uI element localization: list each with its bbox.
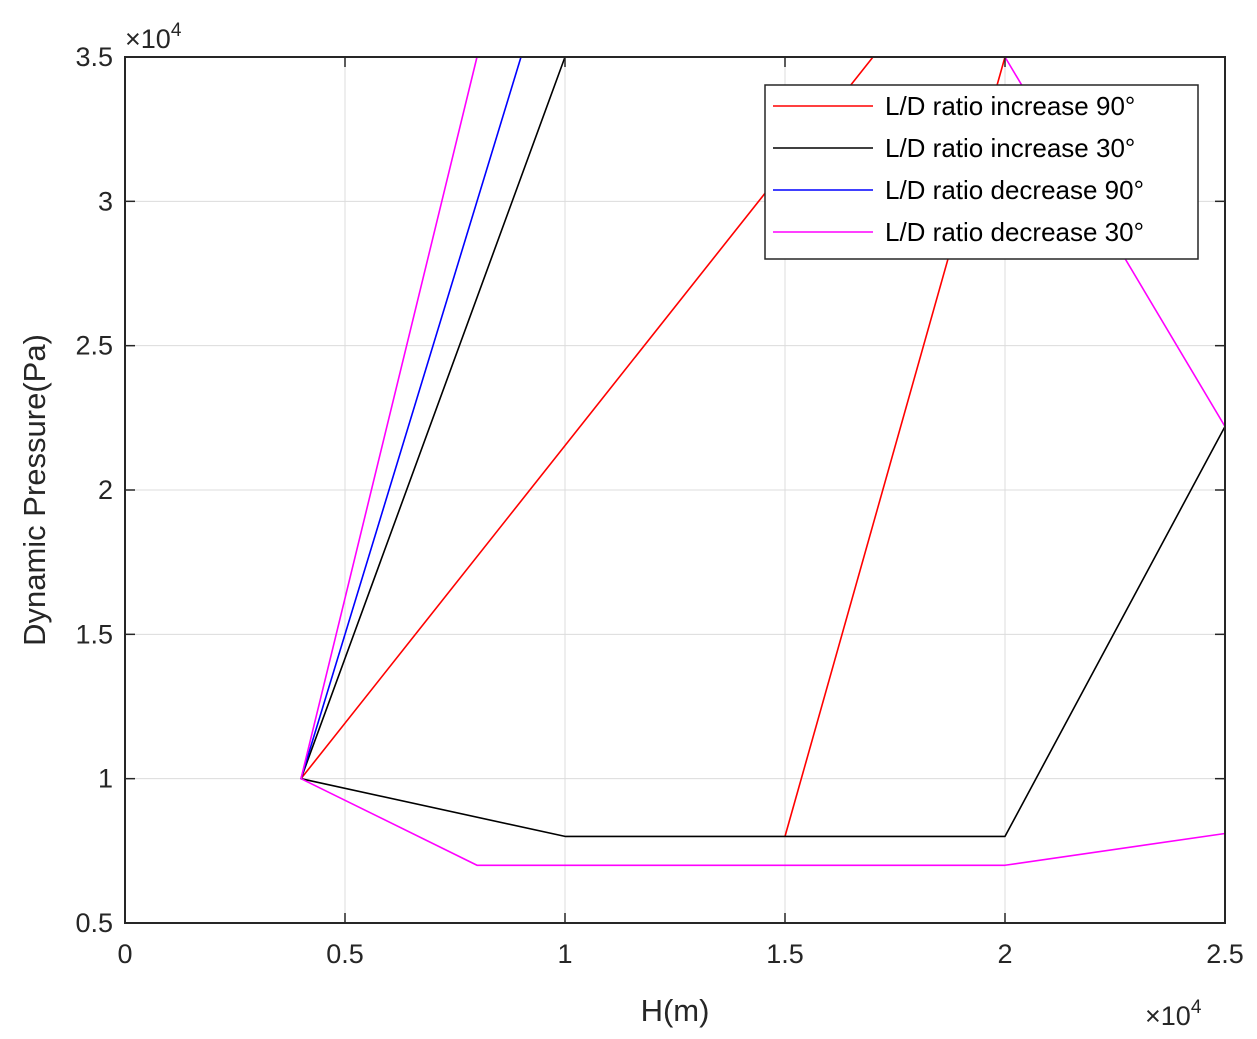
y-tick-label: 2	[98, 475, 113, 505]
x-tick-label: 1	[557, 939, 572, 969]
legend-label: L/D ratio decrease 90°	[885, 175, 1144, 205]
x-axis-title: H(m)	[641, 993, 710, 1028]
legend-label: L/D ratio increase 90°	[885, 91, 1135, 121]
x-multiplier-base: ×10	[1145, 1001, 1191, 1031]
legend-box	[764, 84, 1199, 260]
y-tick-label: 1	[98, 764, 113, 794]
y-ticks: 0.5 1 1.5 2 2.5 3 3.5	[75, 42, 1225, 938]
y-tick-label: 1.5	[75, 619, 113, 649]
legend-label: L/D ratio increase 30°	[885, 133, 1135, 163]
x-tick-label: 2	[997, 939, 1012, 969]
y-axis-multiplier: ×104	[125, 20, 182, 54]
y-tick-label: 2.5	[75, 331, 113, 361]
series-line-3-segment-1	[300, 56, 522, 779]
legend: L/D ratio increase 90° L/D ratio increase…	[764, 84, 1199, 260]
y-tick-label: 3.5	[75, 42, 113, 72]
legend-label: L/D ratio decrease 30°	[885, 217, 1144, 247]
y-axis-title: Dynamic Pressure(Pa)	[17, 334, 52, 646]
y-multiplier-base: ×10	[125, 24, 171, 54]
y-multiplier-exponent: 4	[171, 20, 182, 41]
x-ticks: 0 0.5 1 1.5 2 2.5	[117, 57, 1244, 969]
x-tick-label: 2.5	[1206, 939, 1244, 969]
y-tick-label: 0.5	[75, 908, 113, 938]
x-axis-multiplier: ×104	[1145, 997, 1202, 1031]
x-tick-label: 0.5	[326, 939, 364, 969]
series-line-2-segment-1	[300, 56, 1226, 838]
y-tick-label: 3	[98, 186, 113, 216]
x-tick-label: 0	[117, 939, 132, 969]
x-tick-label: 1.5	[766, 939, 804, 969]
x-multiplier-exponent: 4	[1191, 997, 1202, 1018]
